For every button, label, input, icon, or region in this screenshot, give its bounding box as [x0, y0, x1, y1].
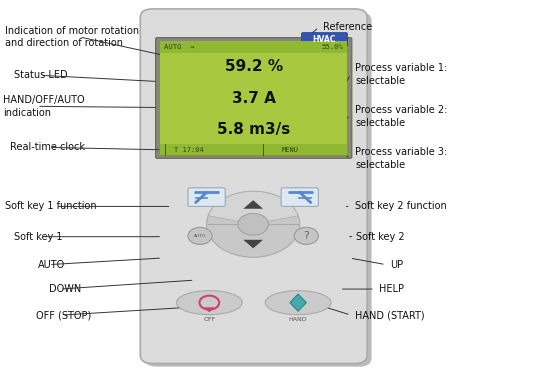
Text: HAND/OFF/AUTO
indication: HAND/OFF/AUTO indication — [3, 95, 84, 118]
Text: HVAC: HVAC — [313, 35, 336, 44]
Text: OFF: OFF — [203, 317, 215, 322]
Wedge shape — [208, 191, 298, 224]
FancyBboxPatch shape — [188, 188, 225, 206]
Text: Soft key 1: Soft key 1 — [14, 232, 62, 242]
Circle shape — [294, 227, 318, 244]
FancyBboxPatch shape — [156, 38, 352, 158]
Text: T 17:04: T 17:04 — [174, 147, 203, 153]
Text: 5.8 m3/s: 5.8 m3/s — [217, 122, 290, 137]
Polygon shape — [290, 294, 306, 311]
Text: AUTO: AUTO — [194, 234, 206, 238]
Text: HAND (START): HAND (START) — [355, 310, 425, 320]
FancyBboxPatch shape — [160, 41, 347, 155]
Circle shape — [188, 227, 212, 244]
Polygon shape — [243, 200, 263, 209]
Text: Real-time clock: Real-time clock — [10, 142, 85, 152]
Text: Indication of motor rotation
and direction of rotation: Indication of motor rotation and directi… — [5, 26, 140, 48]
FancyBboxPatch shape — [140, 9, 367, 364]
FancyBboxPatch shape — [281, 188, 318, 206]
Text: Soft key 2: Soft key 2 — [356, 232, 405, 242]
FancyBboxPatch shape — [301, 33, 347, 47]
Text: Soft key 2 function: Soft key 2 function — [355, 201, 447, 211]
FancyBboxPatch shape — [160, 144, 347, 155]
Text: Status LED: Status LED — [14, 70, 67, 80]
Circle shape — [238, 213, 269, 235]
Circle shape — [164, 47, 172, 52]
Text: Process variable 2:
selectable: Process variable 2: selectable — [355, 105, 448, 128]
Text: OFF (STOP): OFF (STOP) — [36, 310, 91, 320]
Text: Reference: Reference — [323, 22, 373, 32]
Text: HELP: HELP — [379, 284, 404, 294]
Text: MENU: MENU — [282, 147, 299, 153]
Text: Process variable 3:
selectable: Process variable 3: selectable — [355, 147, 447, 170]
Ellipse shape — [176, 291, 242, 315]
Text: Process variable 1:
selectable: Process variable 1: selectable — [355, 63, 447, 86]
Text: DOWN: DOWN — [49, 284, 82, 294]
Text: HAND: HAND — [289, 317, 307, 322]
Polygon shape — [204, 307, 215, 312]
Text: AUTO: AUTO — [38, 260, 66, 270]
Text: UP: UP — [390, 260, 403, 270]
Text: AUTO  ⇒: AUTO ⇒ — [164, 44, 195, 50]
Text: Soft key 1 function: Soft key 1 function — [5, 201, 97, 211]
FancyBboxPatch shape — [145, 12, 372, 367]
Text: 55.0%: 55.0% — [321, 44, 343, 50]
FancyBboxPatch shape — [160, 41, 347, 53]
Ellipse shape — [265, 291, 331, 315]
Text: ?: ? — [304, 231, 309, 241]
Text: 3.7 A: 3.7 A — [232, 91, 276, 106]
Circle shape — [207, 191, 300, 257]
Text: 59.2 %: 59.2 % — [225, 59, 283, 74]
Polygon shape — [243, 240, 263, 248]
